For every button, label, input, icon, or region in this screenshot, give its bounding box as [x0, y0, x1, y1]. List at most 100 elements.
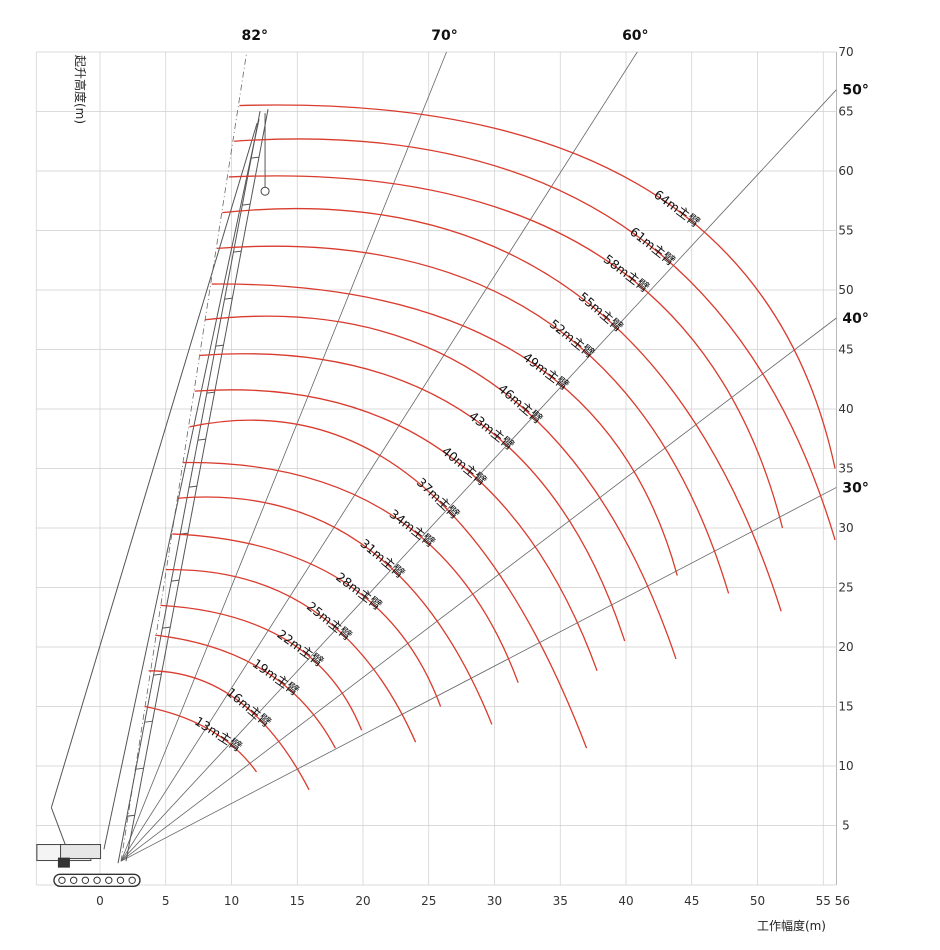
boom-curve: [205, 315, 677, 660]
track-roller: [81, 876, 90, 884]
boom-curve: [155, 634, 336, 749]
x-tick-label: 20: [355, 894, 370, 908]
x-tick-label: 30: [487, 894, 502, 908]
x-tick-label: 15: [290, 894, 305, 908]
boom-curve-label: 13m主臂: [192, 713, 245, 754]
hoist-rope: [103, 119, 260, 850]
boom-curve: [189, 419, 588, 749]
boom-lattice-section: [251, 156, 260, 159]
boom-curve-label: 46m主臂: [495, 381, 545, 427]
grid: [35, 51, 837, 886]
machine-house: [60, 844, 102, 860]
boom-curve-label: 64m主臂: [651, 187, 703, 230]
boom-curve: [165, 568, 417, 743]
angle-label: 50°: [842, 83, 868, 99]
x-tick-label: 25: [421, 894, 436, 908]
y-axis-title: 起升高度(m): [73, 55, 88, 124]
boom-curve: [177, 496, 493, 725]
track-roller: [69, 876, 78, 884]
angle-line: [120, 89, 837, 862]
boom-lattice-section: [135, 767, 144, 770]
boom-curve: [216, 245, 730, 594]
angle-line: [120, 51, 447, 862]
track-roller: [128, 876, 136, 884]
y-tick-label: 5: [842, 819, 850, 833]
y-tick-label: 45: [838, 343, 853, 357]
y-tick-label: 15: [838, 700, 853, 714]
x-tick-label: 10: [224, 894, 239, 908]
boom-lattice-section: [206, 391, 215, 394]
boom-curve-label: 37m主臂: [414, 475, 463, 522]
y-tick-label: 20: [838, 640, 853, 654]
angle-label: 30°: [842, 480, 868, 496]
boom-lattice-section: [197, 438, 206, 441]
boom-lattice-section: [242, 203, 251, 206]
boom-curve-label: 43m主臂: [466, 408, 517, 453]
boom-curve: [182, 461, 519, 683]
boom-lattice-section: [153, 673, 162, 676]
boom-lattice-section: [215, 344, 224, 347]
angle-label: 40°: [842, 311, 868, 327]
angle-label: 60°: [622, 28, 648, 44]
boom-lattice-section: [144, 720, 153, 723]
boom-curve-label: 49m主臂: [520, 349, 572, 393]
boom-curve-label: 19m主臂: [250, 656, 302, 699]
y-tick-label: 55: [838, 224, 853, 238]
track-roller: [116, 876, 125, 884]
boom-curve: [199, 353, 626, 642]
boom-curve: [160, 604, 363, 731]
y-tick-label: 35: [838, 462, 853, 476]
boom-curve-label: 40m主臂: [439, 443, 490, 488]
x-tick-label: 0: [96, 894, 104, 908]
boom-height-curves: [144, 104, 836, 791]
crane-illustration: [36, 109, 270, 887]
x-tick-label: 5: [162, 894, 170, 908]
boom-curve: [211, 283, 678, 576]
x-tick-label: 45: [684, 894, 699, 908]
angle-line: [120, 317, 837, 862]
hook-block: [260, 186, 270, 196]
boom-curve-label: 31m主臂: [357, 536, 407, 582]
boom-curve-label: 52m主臂: [547, 316, 598, 361]
y-tick-label: 70: [838, 45, 853, 59]
angle-line: [120, 487, 837, 862]
x-tick-label: 35: [553, 894, 568, 908]
boom-chord-right: [125, 109, 269, 862]
x-tick-label: 56: [835, 894, 850, 908]
boom-curve: [144, 705, 258, 773]
y-tick-label: 50: [838, 283, 853, 297]
boom-curve-label: 58m主臂: [601, 251, 652, 295]
boom-curve: [148, 670, 310, 791]
y-tick-label: 25: [838, 581, 853, 595]
boom-lattice-section: [224, 297, 233, 300]
track-roller: [93, 876, 101, 884]
x-tick-label: 40: [618, 894, 633, 908]
track-roller: [105, 876, 113, 884]
boom-lattice-section: [126, 814, 135, 817]
angle-line: [120, 51, 638, 862]
pendant-line: [50, 122, 258, 808]
x-tick-label: 50: [750, 894, 765, 908]
boom-curve: [228, 175, 784, 529]
angle-label: 82°: [241, 28, 267, 44]
boom-curve: [239, 104, 836, 469]
angle-label: 70°: [431, 28, 457, 44]
boom-angle-lines: 82° 70° 60° 50° 40° 30°: [120, 28, 869, 862]
y-tick-label: 60: [838, 164, 853, 178]
boom-lattice-section: [162, 626, 171, 629]
boom-lattice-section: [171, 579, 180, 582]
boom-curve: [194, 389, 598, 672]
boom-curve: [222, 207, 782, 612]
y-tick-label: 65: [838, 105, 853, 119]
y-tick-label: 10: [838, 759, 853, 773]
y-tick-label: 30: [838, 521, 853, 535]
boom-curve-label: 28m主臂: [333, 569, 385, 613]
boom-curve-label: 55m主臂: [576, 289, 626, 335]
track-roller: [58, 876, 66, 884]
boom-lattice-section: [188, 485, 198, 488]
x-tick-label: 55: [816, 894, 831, 908]
tick-labels: 0 5 10 15 20 25 30 35 40 45 50 55 565101520253035404…: [96, 45, 853, 908]
boom-lattice-section: [233, 250, 242, 253]
x-axis-title: 工作幅度(m): [757, 918, 826, 933]
